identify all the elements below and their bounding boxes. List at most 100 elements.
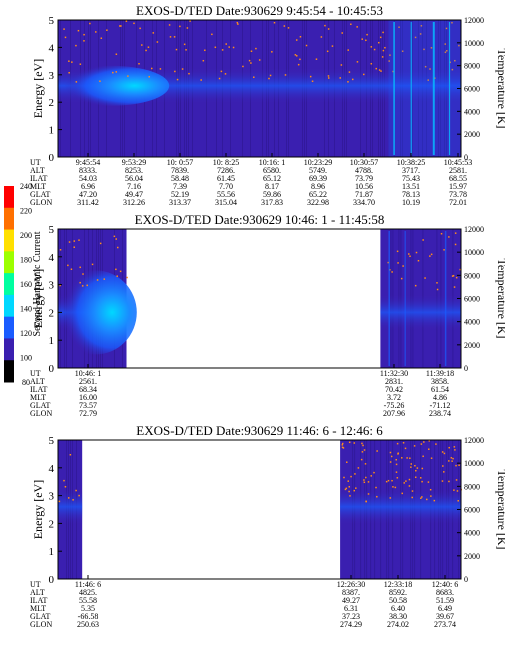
noise-dot — [382, 31, 384, 34]
noise-dot — [59, 249, 62, 251]
table-cell: 8.17 — [265, 182, 279, 191]
colorbar: 240 220 200 180 160 140 120 100 80 Second Harmoni… — [4, 182, 43, 387]
noise-dot — [413, 445, 416, 447]
noise-dot — [79, 266, 81, 269]
noise-dot — [454, 449, 456, 451]
noise-dot — [174, 70, 176, 73]
table-cell: 51.59 — [436, 596, 454, 605]
table-cell: 61.45 — [217, 174, 235, 183]
panels: EXOS-D/TED Date:930629 9:45:54 - 10:45:5… — [30, 3, 505, 629]
y-tick-label: 0 — [49, 574, 55, 586]
y-right-tick-label: 8000 — [464, 482, 480, 491]
table-cell: 8.96 — [311, 182, 325, 191]
noise-dot — [422, 455, 424, 458]
noise-dot — [445, 27, 448, 30]
noise-dot — [417, 259, 420, 262]
spike-line — [393, 22, 395, 155]
colorbar-tick-label: 180 — [20, 256, 32, 265]
noise-dot — [397, 452, 399, 454]
noise-dot — [83, 33, 85, 36]
table-cell: 65.22 — [309, 190, 327, 199]
noise-dot — [366, 33, 368, 36]
noise-dot — [406, 457, 408, 459]
spike-line — [410, 22, 412, 155]
noise-dot — [428, 440, 431, 442]
table-cell: 52.19 — [171, 190, 189, 199]
colorbar-tick-label: 80 — [22, 378, 30, 387]
noise-dot — [400, 277, 403, 280]
noise-dot — [68, 241, 71, 243]
row-label: MLT — [30, 393, 46, 402]
table-cell: 6580. — [263, 166, 281, 175]
y-axis-label: Energy [eV] — [31, 269, 45, 328]
noise-dot — [378, 41, 380, 44]
row-label: ILAT — [30, 174, 47, 183]
y-right-tick-label: 4000 — [464, 107, 480, 116]
noise-dot — [339, 77, 341, 79]
noise-dot — [284, 74, 287, 76]
noise-dot — [429, 255, 431, 257]
heatmap-area — [58, 440, 463, 579]
bright-region — [388, 20, 461, 157]
noise-dot — [75, 81, 78, 83]
noise-dot — [455, 464, 457, 467]
noise-dot — [401, 50, 404, 52]
noise-dot — [414, 36, 417, 39]
noise-dot — [459, 268, 461, 271]
table-cell: 2831. — [385, 377, 403, 386]
table-cell: 238.74 — [429, 409, 451, 418]
y-tick-label: 2 — [49, 307, 55, 319]
noise-dot — [250, 62, 252, 64]
noise-dot — [348, 71, 351, 73]
noise-dot — [408, 253, 410, 255]
noise-dot — [422, 239, 424, 241]
noise-dot — [138, 62, 140, 65]
y-right-tick-label: 10000 — [464, 459, 484, 468]
row-label: UT — [30, 369, 41, 378]
noise-dot — [327, 75, 330, 77]
table-cell: 5749. — [309, 166, 327, 175]
noise-dot — [99, 242, 102, 245]
noise-dot — [446, 50, 448, 52]
noise-dot — [401, 492, 404, 495]
table-cell: 49.47 — [125, 190, 143, 199]
colorbar-segment — [4, 360, 14, 383]
noise-dot — [345, 461, 348, 463]
y-right-axis-label: Temperature [K] — [495, 469, 505, 549]
noise-dot — [348, 490, 350, 493]
noise-dot — [341, 32, 343, 34]
noise-dot — [449, 61, 451, 64]
y-right-tick-label: 6000 — [464, 506, 480, 515]
noise-dot — [95, 31, 97, 33]
noise-dot — [448, 480, 450, 483]
noise-dot — [120, 25, 122, 27]
noise-dot — [152, 32, 155, 34]
noise-dot — [378, 69, 381, 71]
table-cell: 68.55 — [449, 174, 467, 183]
noise-dot — [365, 39, 367, 42]
noise-dot — [202, 59, 205, 62]
noise-dot — [396, 477, 399, 479]
spike-line — [448, 22, 451, 155]
noise-dot — [455, 276, 458, 279]
noise-dot — [344, 488, 347, 491]
noise-dot — [373, 471, 375, 474]
noise-dot — [380, 70, 382, 72]
table-cell: 313.37 — [169, 198, 191, 207]
noise-dot — [348, 441, 351, 444]
table-cell: 311.42 — [77, 198, 99, 207]
noise-dot — [354, 473, 356, 475]
table-cell: 7.16 — [127, 182, 141, 191]
noise-dot — [64, 486, 67, 488]
table-cell: 8253. — [125, 166, 143, 175]
noise-dot — [429, 68, 431, 70]
table-cell: 4825. — [79, 588, 97, 597]
table-cell: 2581. — [449, 166, 467, 175]
row-label: ALT — [30, 166, 45, 175]
chart-title: EXOS-D/TED Date:930629 9:45:54 - 10:45:5… — [136, 3, 383, 18]
table-cell: 8683. — [436, 588, 454, 597]
noise-dot — [147, 46, 150, 48]
noise-dot — [73, 246, 75, 248]
y-right-tick-label: 4000 — [464, 318, 480, 327]
